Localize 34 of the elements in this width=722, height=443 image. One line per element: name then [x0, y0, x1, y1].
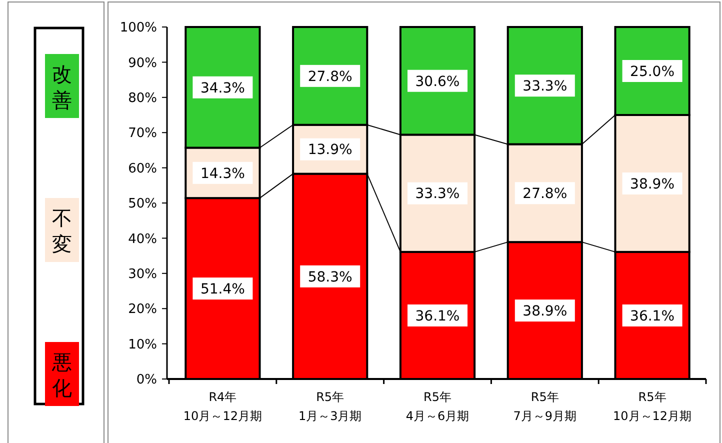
y-tick-label: 40%: [128, 232, 157, 247]
data-label: 25.0%: [630, 64, 675, 80]
x-tick-label: R5年 1月～3月期: [298, 390, 362, 423]
data-label: 30.6%: [415, 74, 460, 90]
y-tick-label: 0%: [136, 372, 157, 388]
y-tick-label: 30%: [128, 266, 157, 282]
data-label: 58.3%: [308, 269, 352, 286]
y-tick-label: 20%: [128, 302, 157, 318]
data-label: 13.9%: [308, 142, 352, 158]
x-tick-label: R5年 4月～6月期: [406, 390, 470, 423]
y-tick-label: 100%: [120, 20, 157, 36]
y-tick-label: 80%: [128, 90, 157, 106]
x-tick-label: R5年 10月～12月期: [613, 390, 692, 423]
y-tick-label: 60%: [128, 161, 157, 176]
data-label: 38.9%: [630, 176, 675, 192]
text: 改善: [52, 62, 72, 112]
text: 悪化: [51, 350, 72, 400]
data-label: 51.4%: [200, 281, 245, 298]
y-tick-label: 10%: [128, 337, 157, 352]
y-tick-label: 50%: [128, 196, 157, 212]
text: 不変: [52, 206, 72, 256]
data-label: 38.9%: [522, 303, 568, 320]
x-tick-label: R5年 7月～9月期: [513, 390, 577, 423]
data-label: 14.3%: [200, 166, 245, 182]
x-tick-label: R4年 10月～12月期: [183, 390, 262, 423]
data-label: 33.3%: [522, 78, 568, 95]
data-label: 36.1%: [415, 308, 460, 324]
data-label: 34.3%: [200, 80, 245, 96]
data-label: 27.8%: [308, 68, 352, 85]
data-label: 36.1%: [630, 308, 675, 324]
data-label: 33.3%: [415, 186, 460, 202]
data-label: 27.8%: [522, 186, 568, 202]
y-tick-label: 70%: [128, 126, 157, 142]
y-tick-label: 90%: [128, 56, 157, 71]
